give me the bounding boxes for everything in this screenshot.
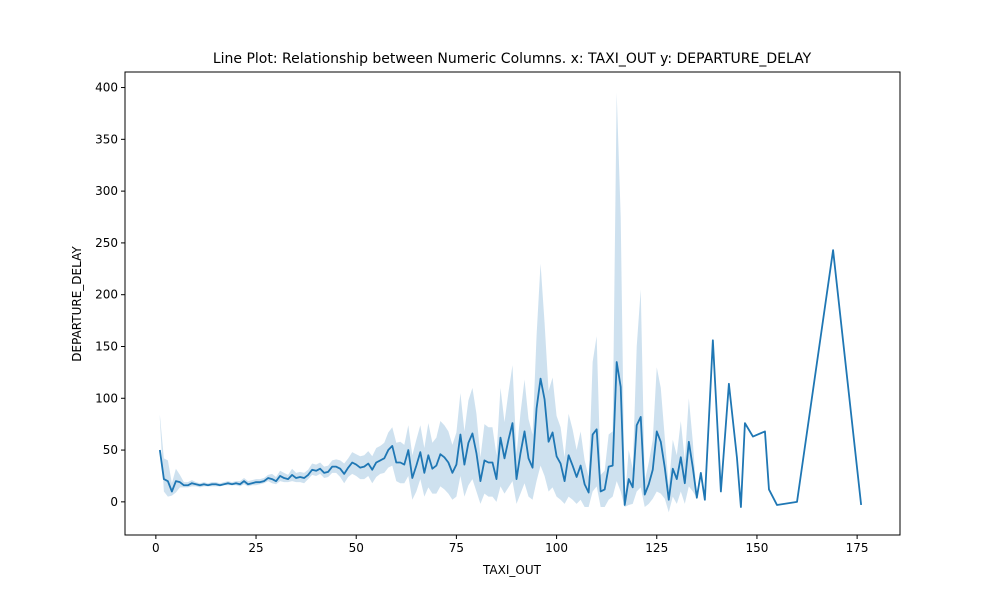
x-axis-label: TAXI_OUT xyxy=(482,563,542,577)
x-axis-ticks: 0 25 50 75 100 125 150 175 xyxy=(152,535,869,555)
y-tick-label: 400 xyxy=(95,81,118,95)
y-tick-label: 350 xyxy=(95,132,118,146)
series-line-layer xyxy=(158,249,863,508)
y-tick-label: 50 xyxy=(103,443,118,457)
x-tick-label: 150 xyxy=(745,541,768,555)
x-tick-label: 25 xyxy=(248,541,263,555)
x-tick-label: 75 xyxy=(449,541,464,555)
y-tick-label: 150 xyxy=(95,339,118,353)
x-tick-label: 50 xyxy=(349,541,364,555)
x-tick-label: 175 xyxy=(846,541,869,555)
series-line xyxy=(158,249,863,508)
y-tick-label: 100 xyxy=(95,391,118,405)
plot-area-frame xyxy=(124,71,901,536)
x-tick-label: 125 xyxy=(645,541,668,555)
x-tick-label: 0 xyxy=(152,541,160,555)
x-tick-label: 100 xyxy=(545,541,568,555)
chart-title: Line Plot: Relationship between Numeric … xyxy=(213,51,812,67)
y-tick-label: 250 xyxy=(95,236,118,250)
y-axis-label: DEPARTURE_DELAY xyxy=(70,246,84,362)
y-tick-label: 300 xyxy=(95,184,118,198)
y-tick-label: 200 xyxy=(95,288,118,302)
y-axis-ticks: 0 50 100 150 200 250 300 350 400 xyxy=(95,81,125,509)
y-tick-label: 0 xyxy=(110,495,118,509)
